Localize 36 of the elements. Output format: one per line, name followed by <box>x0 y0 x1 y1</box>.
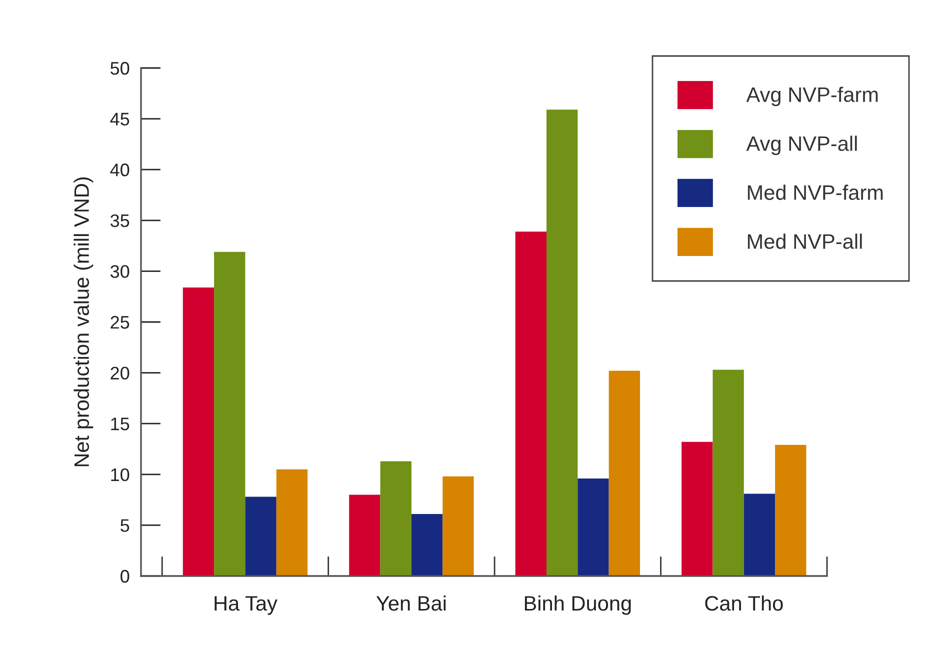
y-tick-label: 20 <box>110 366 130 380</box>
bar <box>608 370 640 576</box>
y-tick-label: 40 <box>110 164 130 176</box>
y-tick-label: 0 <box>120 570 130 583</box>
bar <box>182 287 214 576</box>
y-tick-label: 5 <box>120 519 130 532</box>
bar <box>775 444 806 576</box>
legend-label: Med NVP-all <box>748 234 862 249</box>
x-tick-label: Ha Tay <box>214 596 278 615</box>
x-tick-label: Binh Duong <box>524 595 631 615</box>
bar <box>349 494 380 576</box>
legend-label: Avg NVP-all <box>746 136 857 156</box>
bar <box>578 478 609 576</box>
bar <box>411 514 443 576</box>
bar <box>682 442 713 576</box>
x-tick-label: Can Tho <box>705 595 783 611</box>
y-tick-label: 45 <box>110 112 130 126</box>
y-tick-label: 35 <box>110 214 130 228</box>
bar <box>546 110 578 576</box>
y-tick-label: 10 <box>111 468 130 482</box>
bar <box>744 494 776 576</box>
y-tick-label: 25 <box>110 316 130 329</box>
y-tick-label: 50 <box>110 62 130 75</box>
x-tick-label: Yen Bai <box>376 595 446 611</box>
y-axis-title: Net production value (mill VND) <box>74 177 94 466</box>
legend-label: Avg NVP-farm <box>746 86 878 106</box>
bar <box>712 370 744 576</box>
bar <box>214 252 246 576</box>
bar <box>380 461 412 576</box>
bar <box>245 496 276 576</box>
bar <box>276 469 308 576</box>
y-tick-label: 15 <box>111 418 130 430</box>
y-tick-label: 30 <box>110 265 130 278</box>
legend-label: Med NVP-farm <box>748 184 883 200</box>
bar <box>442 476 474 576</box>
bar <box>515 232 546 576</box>
